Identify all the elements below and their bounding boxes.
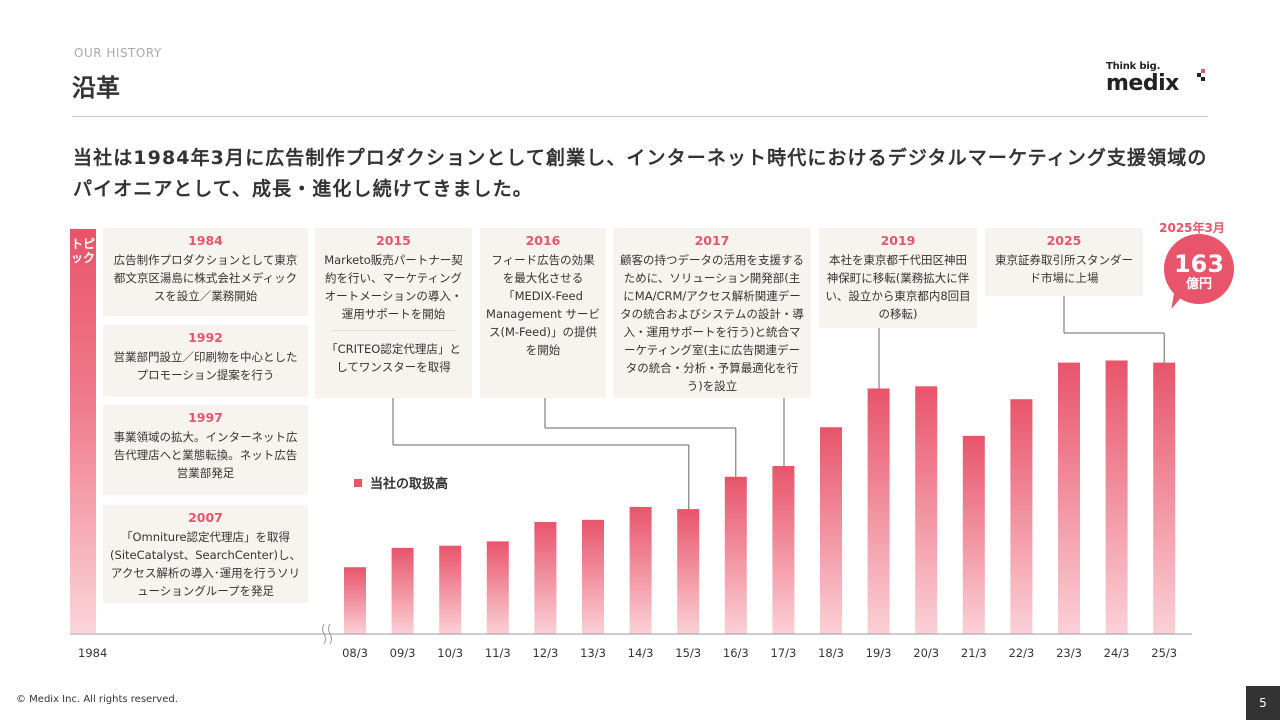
card-text-secondary: 「CRITEO認定代理店」としてワンスターを取得	[326, 342, 461, 374]
highlight-date: 2025年3月	[1159, 221, 1225, 235]
x-tick-label: 20/3	[913, 646, 939, 660]
bar-20/3	[915, 386, 938, 634]
x-tick-label: 15/3	[675, 646, 701, 660]
history-card-2019: 2019 本社を東京都千代田区神田神保町に移転(業務拡大に伴い、設立から東京都内…	[819, 228, 977, 328]
x-tick-label: 18/3	[818, 646, 844, 660]
card-year: 2019	[880, 233, 916, 248]
page-number: 5	[1246, 686, 1280, 720]
x-tick-label: 09/3	[390, 646, 416, 660]
card-year: 2016	[525, 233, 561, 248]
card-year: 1984	[188, 233, 223, 248]
history-card-2017: 2017 顧客の持つデータの活用を支援するために、ソリューション開発部(主にMA…	[613, 228, 811, 398]
bar-21/3	[962, 435, 985, 634]
section-eyebrow: OUR HISTORY	[74, 46, 162, 60]
bar-10/3	[439, 545, 462, 634]
legend-swatch	[354, 479, 362, 487]
logo-tagline: Think big.	[1106, 61, 1161, 72]
card-text: 営業部門設立／印刷物を中心としたプロモーション提案を行う	[113, 350, 298, 382]
card-text: 顧客の持つデータの活用を支援するために、ソリューション開発部(主にMA/CRM/…	[620, 253, 804, 393]
card-text: Marketo販売パートナー契約を行い、マーケティングオートメーションの導入・運…	[324, 253, 463, 321]
history-card-2007: 2007 「Omniture認定代理店」を取得(SiteCatalyst、Sea…	[103, 505, 308, 603]
bar-23/3	[1058, 362, 1080, 634]
chart-legend: 当社の取扱高	[354, 473, 448, 492]
history-card-2016: 2016 フィード広告の効果を最大化させる「MEDIX-Feed Managem…	[480, 228, 606, 398]
x-tick-label: 14/3	[628, 646, 654, 660]
card-text: 「Omniture認定代理店」を取得(SiteCatalyst、SearchCe…	[110, 530, 301, 598]
card-text: 東京証券取引所スタンダード市場に上場	[995, 253, 1133, 285]
x-tick-label: 11/3	[485, 646, 511, 660]
bar-14/3	[629, 506, 652, 634]
company-logo: Think big. medix	[1106, 61, 1210, 97]
card-year: 2017	[694, 233, 730, 248]
bar-15/3	[677, 509, 700, 634]
x-tick-label: 08/3	[342, 646, 368, 660]
x-tick-label: 10/3	[437, 646, 463, 660]
highlight-unit: 億円	[1185, 277, 1212, 292]
history-card-2025: 2025 東京証券取引所スタンダード市場に上場	[985, 228, 1143, 296]
card-text: 事業領域の拡大。インターネット広告代理店へと業態転換。ネット広告営業部発足	[113, 430, 298, 480]
bar-24/3	[1105, 360, 1128, 634]
card-year: 2015	[376, 233, 411, 248]
bar-11/3	[486, 541, 509, 634]
card-year: 2025	[1046, 233, 1082, 248]
chart-bars	[344, 360, 1176, 634]
bar-16/3	[724, 476, 747, 634]
x-start-label: 1984	[78, 646, 107, 660]
bar-17/3	[772, 466, 795, 634]
bar-13/3	[582, 519, 604, 634]
x-tick-label: 19/3	[866, 646, 892, 660]
x-tick-label: 23/3	[1056, 646, 1082, 660]
x-tick-label: 13/3	[580, 646, 606, 660]
topic-label: トピック	[70, 237, 95, 265]
header-divider	[72, 116, 1208, 117]
history-card-1992: 1992 営業部門設立／印刷物を中心としたプロモーション提案を行う	[103, 325, 308, 397]
highlight-bubble: 163 億円	[1164, 234, 1234, 304]
bar-08/3	[344, 567, 366, 634]
x-tick-label: 21/3	[961, 646, 987, 660]
legend-label: 当社の取扱高	[370, 477, 449, 492]
bar-18/3	[820, 427, 842, 634]
lead-statement: 当社は1984年3月に広告制作プロダクションとして創業し、インターネット時代にお…	[73, 147, 1208, 200]
card-divider	[330, 330, 457, 331]
bar-22/3	[1010, 399, 1033, 634]
history-card-1997: 1997 事業領域の拡大。インターネット広告代理店へと業態転換。ネット広告営業部…	[103, 405, 308, 495]
topic-side-bar: トピック	[70, 229, 96, 633]
history-card-2015: 2015 Marketo販売パートナー契約を行い、マーケティングオートメーション…	[315, 228, 472, 398]
x-tick-label: 24/3	[1104, 646, 1130, 660]
card-year: 1997	[188, 410, 223, 425]
bar-25/3	[1153, 362, 1176, 634]
x-tick-label: 25/3	[1151, 646, 1177, 660]
x-tick-label: 22/3	[1008, 646, 1034, 660]
logo-wordmark: medix	[1106, 71, 1179, 96]
timeline-connectors	[392, 296, 1165, 510]
history-card-1984: 1984 広告制作プロダクションとして東京都文京区湯島に株式会社メディックスを設…	[103, 228, 308, 316]
bar-09/3	[391, 547, 414, 634]
highlight-value: 163	[1173, 250, 1225, 278]
card-year: 1992	[188, 330, 223, 345]
axis-break-icon	[322, 623, 332, 645]
logo-dots-icon	[1197, 69, 1205, 81]
card-text: 広告制作プロダクションとして東京都文京区湯島に株式会社メディックスを設立／業務開…	[113, 253, 298, 303]
page-title: 沿革	[72, 74, 120, 102]
x-tick-label: 12/3	[532, 646, 558, 660]
bar-19/3	[867, 388, 890, 634]
bar-12/3	[534, 522, 557, 634]
x-tick-label: 16/3	[723, 646, 749, 660]
card-year: 2007	[188, 510, 223, 525]
copyright: © Medix Inc. All rights reserved.	[16, 694, 178, 705]
x-tick-label: 17/3	[770, 646, 796, 660]
card-text: フィード広告の効果を最大化させる「MEDIX-Feed Management サ…	[486, 253, 600, 357]
card-text: 本社を東京都千代田区神田神保町に移転(業務拡大に伴い、設立から東京都内8回目の移…	[825, 253, 971, 321]
x-axis-labels: 08/3 09/3 10/3 11/3 12/3 13/3 14/3 15/3 16/3 17/3…	[78, 646, 1177, 660]
